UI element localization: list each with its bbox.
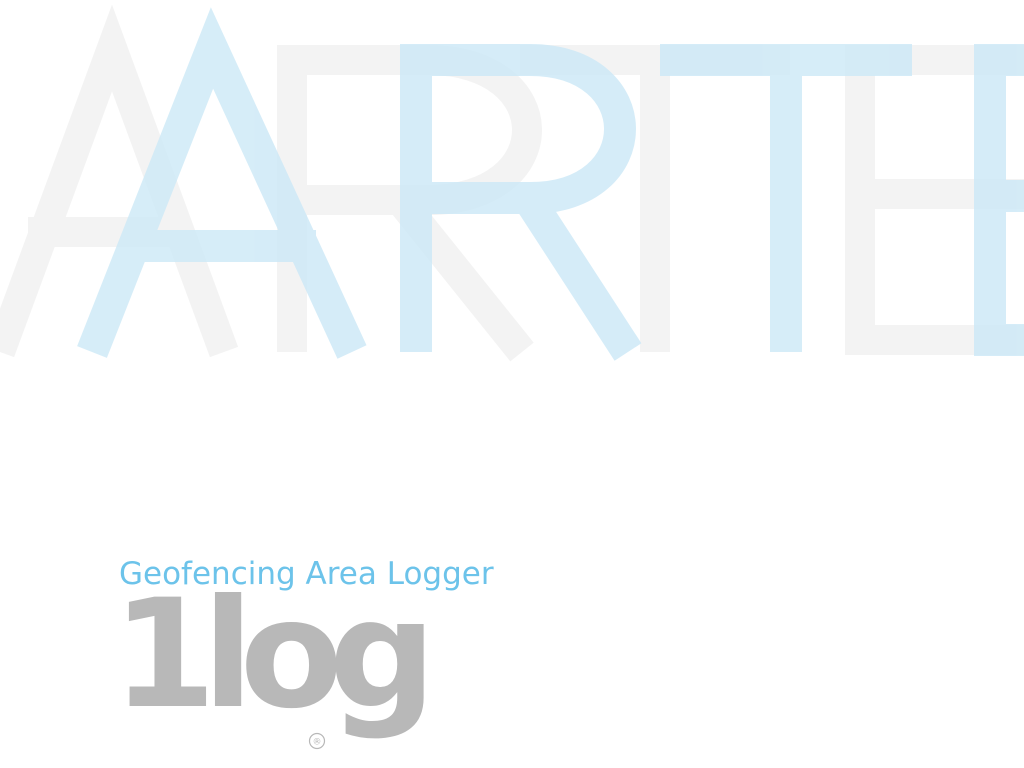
- logo-wordmark: 1log: [112, 568, 436, 742]
- bg-letter-a-blue: [77, 7, 367, 359]
- registered-mark: ®: [313, 738, 322, 748]
- registered-trademark-icon: ®: [308, 732, 326, 750]
- app-logo: 1log ®: [112, 568, 436, 758]
- bg-letter-e-blue: [974, 44, 1024, 356]
- bg-letter-t-blue: [660, 44, 912, 352]
- bg-letter-r-blue: [400, 44, 642, 361]
- app-tagline: Geofencing Area Logger: [119, 556, 494, 592]
